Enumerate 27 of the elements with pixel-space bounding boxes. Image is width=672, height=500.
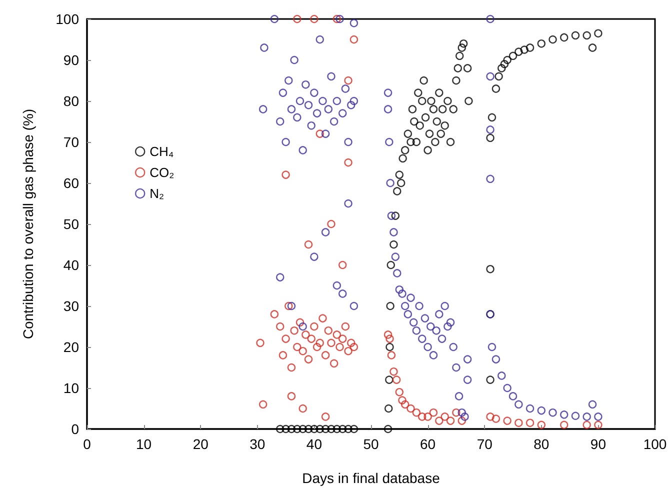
x-tick-label: 20 bbox=[192, 436, 209, 452]
x-tick-label: 50 bbox=[363, 436, 379, 452]
y-tick-label: 40 bbox=[63, 257, 80, 273]
y-tick-label: 50 bbox=[63, 216, 80, 232]
x-tick-label: 40 bbox=[306, 436, 322, 452]
x-tick-label: 10 bbox=[136, 436, 152, 452]
y-tick-label: 20 bbox=[63, 339, 80, 355]
legend-label: N₂ bbox=[150, 186, 164, 201]
y-tick-label: 10 bbox=[63, 380, 80, 396]
x-tick-label: 30 bbox=[250, 436, 266, 452]
x-tick-label: 90 bbox=[590, 436, 606, 452]
x-tick-label: 60 bbox=[420, 436, 436, 452]
x-axis-title: Days in final database bbox=[302, 470, 440, 486]
y-tick-label: 30 bbox=[63, 298, 80, 314]
y-tick-label: 60 bbox=[63, 175, 80, 191]
x-tick-label: 100 bbox=[643, 436, 667, 452]
y-tick-label: 100 bbox=[56, 11, 80, 27]
legend-label: CH₄ bbox=[150, 144, 174, 159]
x-tick-label: 80 bbox=[534, 436, 550, 452]
x-tick-label: 70 bbox=[476, 436, 493, 452]
y-tick-label: 90 bbox=[63, 52, 80, 68]
y-axis-title: Contribution to overall gas phase (%) bbox=[20, 108, 36, 340]
y-tick-label: 0 bbox=[71, 421, 80, 437]
x-tick-label: 0 bbox=[83, 436, 92, 452]
y-tick-label: 80 bbox=[63, 93, 80, 109]
y-tick-label: 70 bbox=[63, 134, 80, 150]
legend-label: CO₂ bbox=[150, 165, 174, 180]
